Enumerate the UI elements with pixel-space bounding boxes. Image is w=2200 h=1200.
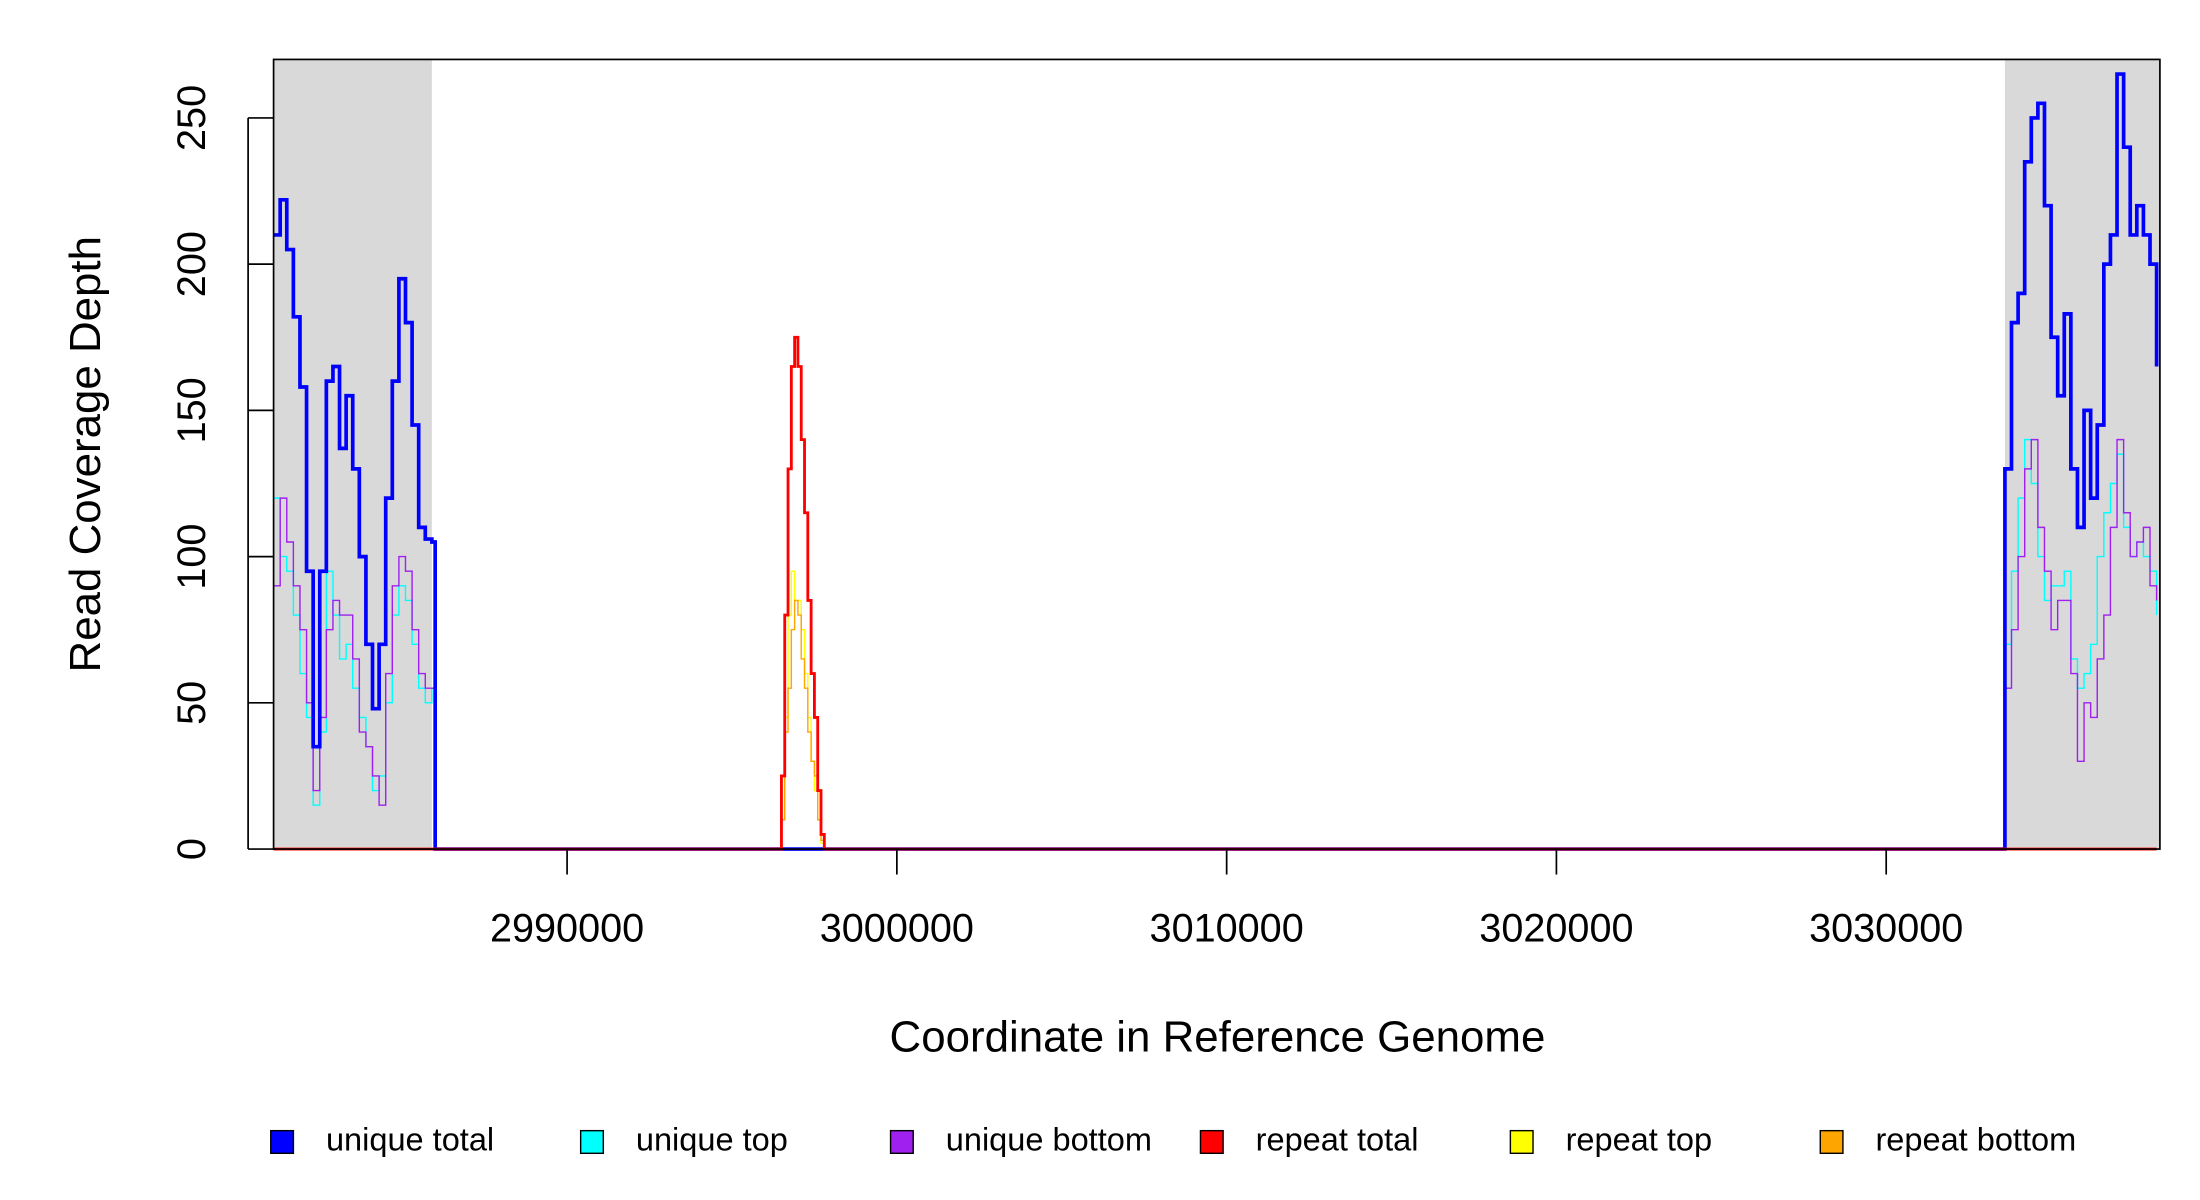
x-axis-label: Coordinate in Reference Genome [890, 1013, 1546, 1062]
y-tick-label: 0 [170, 838, 214, 860]
series-line [273, 438, 2158, 850]
series-line [273, 438, 2158, 850]
x-tick-label: 3030000 [1809, 907, 1963, 951]
legend-swatch [270, 1129, 295, 1155]
x-tick-label: 3000000 [820, 907, 974, 951]
legend-label: unique total [326, 1122, 494, 1158]
legend-swatch [1199, 1129, 1224, 1155]
legend-swatch [889, 1129, 914, 1155]
legend-label: repeat bottom [1875, 1122, 2076, 1158]
legend-swatch [1819, 1129, 1844, 1155]
legend-label: unique top [636, 1122, 788, 1158]
series-line [273, 599, 2157, 850]
legend: unique total unique top unique bottom repea… [270, 1122, 2076, 1158]
shaded-regions [273, 59, 2160, 850]
y-tick-label: 250 [170, 85, 214, 151]
legend-swatch [1509, 1129, 1534, 1155]
y-tick-label: 150 [170, 377, 214, 443]
y-tick-label: 50 [170, 681, 214, 725]
x-tick-label: 3020000 [1479, 907, 1633, 951]
series-line [273, 570, 2157, 850]
legend-label: repeat top [1566, 1122, 1713, 1158]
lines [273, 72, 2159, 851]
y-axis-label: Read Coverage Depth [61, 236, 110, 672]
legend-label: unique bottom [946, 1122, 1152, 1158]
legend-swatch [579, 1129, 605, 1155]
series-line [273, 72, 2159, 851]
legend-label: repeat total [1256, 1122, 1419, 1158]
x-tick-label: 2990000 [490, 907, 644, 951]
series-line [273, 335, 2157, 851]
y-tick-label: 100 [170, 524, 214, 590]
y-tick-label: 200 [170, 231, 214, 297]
axes: 2990000 3000000 3010000 3020000 3030000 0 50 10… [170, 85, 1963, 951]
x-tick-label: 3010000 [1150, 907, 1304, 951]
plot-frame [272, 58, 2161, 850]
